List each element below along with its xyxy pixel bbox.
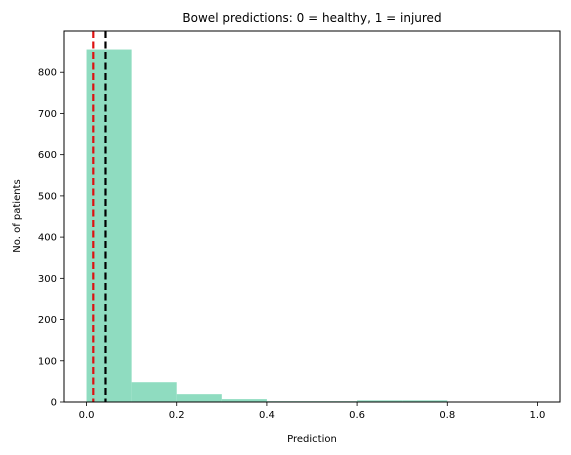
x-tick-label: 0.4 [259, 410, 275, 421]
x-axis-label: Prediction [287, 434, 337, 445]
histogram-bar [176, 394, 222, 402]
y-tick-label: 700 [38, 109, 57, 120]
histogram-bar [357, 400, 403, 402]
y-tick-label: 0 [51, 398, 57, 409]
bars-group [86, 49, 448, 403]
y-tick-label: 300 [38, 274, 57, 285]
chart-title: Bowel predictions: 0 = healthy, 1 = inju… [182, 11, 441, 25]
plot-frame [63, 30, 561, 403]
y-axis: 0 100 200 300 400 500 600 700 800 [38, 68, 64, 409]
y-tick-label: 500 [38, 191, 57, 202]
x-axis: 0.0 0.2 0.4 0.6 0.8 1.0 [79, 402, 546, 421]
vlines-group [92, 31, 107, 402]
histogram-bar [131, 382, 177, 402]
histogram-bar [221, 399, 267, 402]
x-tick-label: 0.2 [169, 410, 185, 421]
x-tick-label: 1.0 [530, 410, 546, 421]
y-tick-label: 600 [38, 150, 57, 161]
y-tick-label: 200 [38, 315, 57, 326]
y-axis-label: No. of patients [12, 179, 23, 252]
y-tick-label: 100 [38, 356, 57, 367]
y-tick-label: 800 [38, 68, 57, 79]
x-tick-label: 0.0 [79, 410, 95, 421]
x-tick-label: 0.8 [439, 410, 455, 421]
y-tick-label: 400 [38, 233, 57, 244]
x-tick-label: 0.6 [349, 410, 365, 421]
histogram-bar [402, 400, 448, 402]
